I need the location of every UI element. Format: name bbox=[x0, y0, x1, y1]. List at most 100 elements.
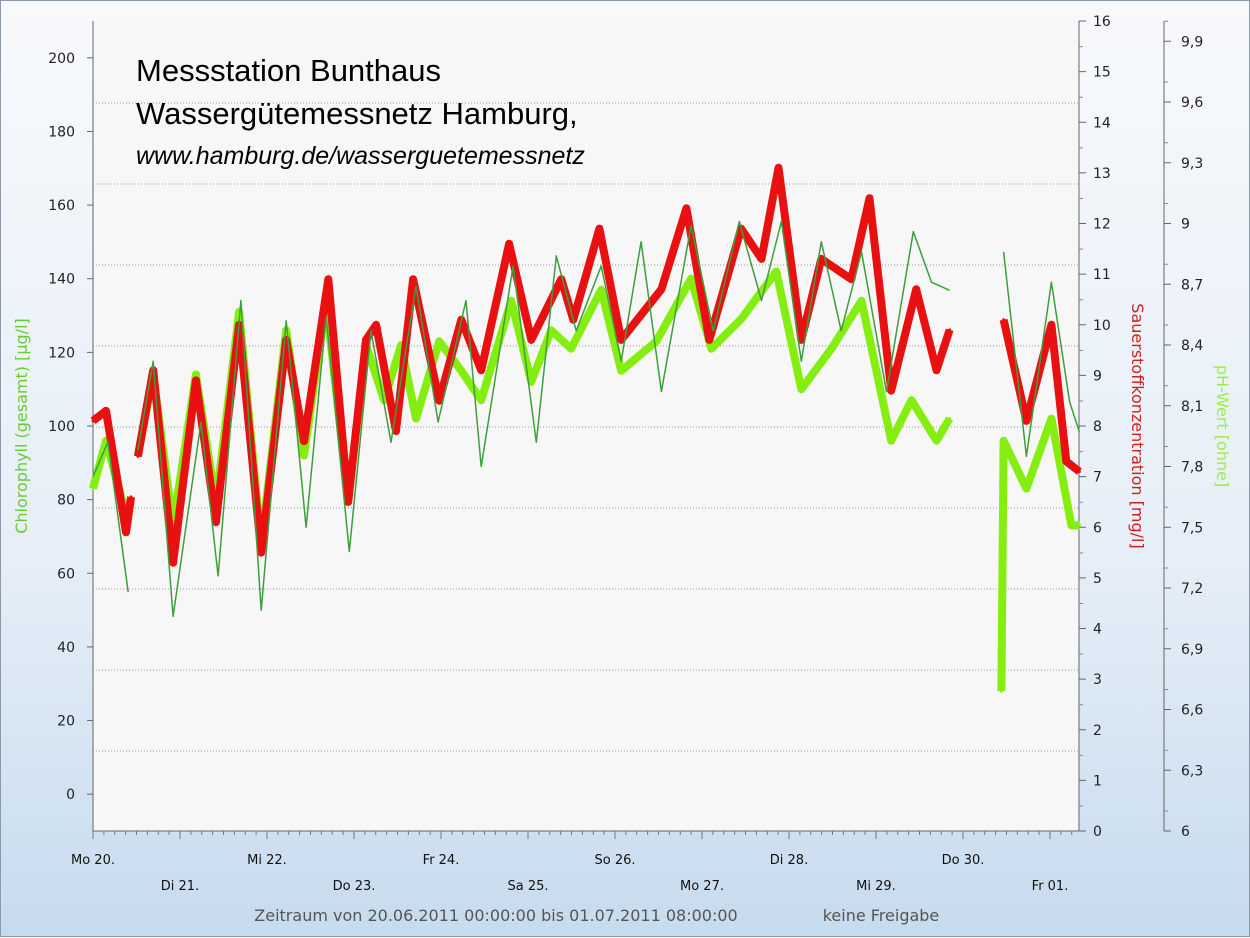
data-point bbox=[529, 338, 533, 342]
left-axis-tick-label: 160 bbox=[48, 198, 75, 214]
x-axis-tick-label: Mi 29. bbox=[856, 879, 896, 894]
data-point bbox=[707, 338, 711, 342]
data-point bbox=[709, 347, 713, 351]
data-point bbox=[619, 369, 623, 373]
data-point bbox=[194, 378, 198, 382]
x-axis-tick-label: Mo 20. bbox=[71, 853, 115, 868]
data-point bbox=[849, 277, 853, 281]
left-axis-tick-label: 40 bbox=[57, 640, 75, 656]
left-axis-tick-label: 60 bbox=[57, 566, 75, 582]
data-point bbox=[860, 299, 863, 303]
data-point bbox=[459, 369, 463, 373]
data-point bbox=[302, 453, 306, 457]
footer-period: Zeitraum von 20.06.2011 00:00:00 bis 01.… bbox=[254, 906, 737, 925]
data-point bbox=[194, 372, 198, 376]
o2-axis-tick-label: 4 bbox=[1093, 622, 1102, 638]
chart-title: Messstation Bunthaus bbox=[136, 53, 442, 88]
left-axis-tick-label: 140 bbox=[48, 272, 75, 288]
data-point bbox=[479, 368, 483, 372]
data-point bbox=[437, 399, 441, 403]
data-point bbox=[364, 338, 368, 342]
ph-axis-tick-label: 6 bbox=[1181, 824, 1190, 840]
data-point bbox=[411, 277, 415, 281]
data-point bbox=[1077, 523, 1081, 527]
data-point bbox=[346, 500, 350, 504]
data-point bbox=[374, 323, 378, 327]
data-point bbox=[935, 439, 939, 443]
data-point bbox=[104, 409, 108, 413]
o2-axis-tick-label: 9 bbox=[1093, 368, 1102, 384]
data-point bbox=[259, 551, 263, 555]
o2-axis-tick-label: 5 bbox=[1093, 571, 1102, 587]
data-point bbox=[914, 287, 918, 291]
data-point bbox=[91, 419, 95, 423]
ph-axis-tick-label: 8,4 bbox=[1181, 338, 1203, 354]
data-point bbox=[948, 417, 952, 421]
data-point bbox=[549, 328, 553, 332]
data-point bbox=[1049, 417, 1053, 421]
data-point bbox=[91, 487, 95, 491]
data-point bbox=[889, 439, 893, 443]
data-point bbox=[684, 206, 688, 210]
o2-axis-tick-label: 10 bbox=[1093, 318, 1111, 334]
chart-url: www.hamburg.de/wasserguetemessnetz bbox=[136, 142, 585, 170]
data-point bbox=[129, 495, 133, 499]
data-point bbox=[799, 338, 803, 342]
data-point bbox=[867, 196, 871, 200]
data-point bbox=[529, 380, 533, 384]
chart-subtitle: Wassergütemessnetz Hamburg, bbox=[136, 96, 578, 131]
x-axis-tick-label: Mi 22. bbox=[247, 853, 287, 868]
o2-axis-tick-label: 0 bbox=[1093, 824, 1102, 840]
o2-axis-tick-label: 12 bbox=[1093, 217, 1111, 233]
ph-axis-tick-label: 9 bbox=[1181, 217, 1190, 233]
ph-axis-tick-label: 6,3 bbox=[1181, 763, 1203, 779]
data-point bbox=[124, 530, 128, 534]
data-point bbox=[414, 417, 418, 421]
data-point bbox=[819, 257, 823, 261]
data-point bbox=[948, 328, 952, 332]
data-point bbox=[597, 227, 601, 231]
left-axis-tick-label: 20 bbox=[57, 714, 75, 730]
left-axis-tick-label: 80 bbox=[57, 493, 75, 509]
x-axis-tick-label: Fr 24. bbox=[423, 853, 460, 868]
data-point bbox=[1002, 439, 1006, 443]
data-point bbox=[910, 398, 914, 402]
ph-axis-tick-label: 9,9 bbox=[1181, 34, 1203, 50]
data-point bbox=[935, 368, 939, 372]
data-point bbox=[437, 339, 441, 343]
data-point bbox=[1069, 523, 1073, 527]
ph-axis-tick-label: 6,9 bbox=[1181, 642, 1203, 658]
x-axis-tick-label: Do 23. bbox=[333, 879, 376, 894]
data-point bbox=[507, 242, 511, 246]
data-point bbox=[999, 689, 1003, 693]
data-point bbox=[599, 288, 603, 292]
ph-axis-tick-label: 7,2 bbox=[1181, 581, 1203, 597]
data-point bbox=[1024, 419, 1028, 423]
data-point bbox=[479, 398, 483, 402]
data-point bbox=[619, 338, 623, 342]
data-point bbox=[326, 277, 330, 281]
left-axis-tick-label: 0 bbox=[66, 787, 75, 803]
o2-axis-tick-label: 15 bbox=[1093, 65, 1111, 81]
x-axis-tick-label: Mo 27. bbox=[680, 879, 724, 894]
ph-axis-tick-label: 9,3 bbox=[1181, 156, 1203, 172]
ph-axis-tick-label: 8,1 bbox=[1181, 399, 1203, 415]
x-axis-tick-label: Fr 01. bbox=[1032, 879, 1069, 894]
o2-axis-tick-label: 13 bbox=[1093, 166, 1111, 182]
data-point bbox=[889, 389, 893, 393]
o2-axis-tick-label: 11 bbox=[1093, 267, 1111, 283]
data-point bbox=[829, 347, 833, 351]
data-point bbox=[171, 561, 175, 565]
data-point bbox=[394, 429, 398, 433]
o2-axis-tick-label: 14 bbox=[1093, 115, 1111, 131]
data-point bbox=[284, 338, 288, 342]
data-point bbox=[659, 287, 663, 291]
data-point bbox=[214, 520, 218, 524]
data-point bbox=[654, 339, 658, 343]
data-point bbox=[569, 347, 573, 351]
data-point bbox=[1077, 470, 1081, 474]
x-axis-tick-label: Di 28. bbox=[770, 853, 808, 868]
left-axis-tick-label: 180 bbox=[48, 124, 75, 140]
